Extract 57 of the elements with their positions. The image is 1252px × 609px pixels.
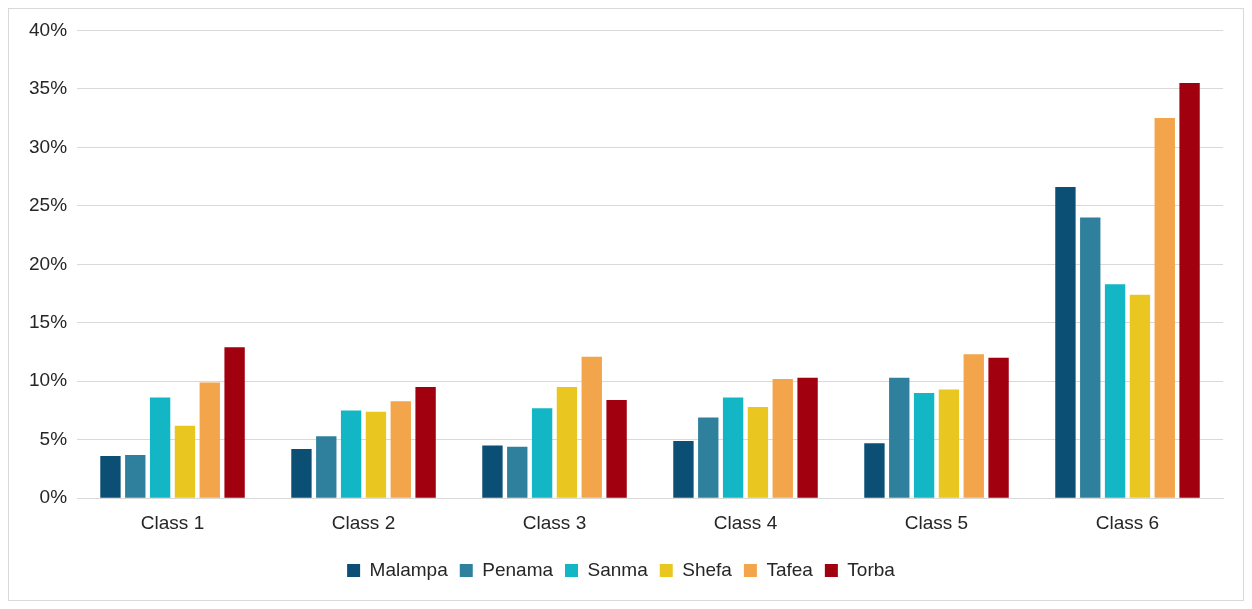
x-tick-label: Class 1 (140, 511, 205, 533)
bar (1129, 294, 1151, 498)
bar (174, 425, 196, 498)
legend-label: Tafea (766, 558, 814, 580)
bar (199, 382, 220, 498)
bar (316, 436, 337, 498)
bar (291, 449, 312, 498)
bar (581, 356, 602, 498)
legend-label: Penama (482, 558, 554, 580)
bar (673, 440, 694, 498)
x-tick-label: Class 6 (1095, 511, 1160, 533)
y-tick-label: 30% (29, 135, 68, 157)
bar (531, 408, 553, 498)
legend-label: Shefa (682, 558, 733, 580)
bar (913, 392, 935, 498)
bar (988, 357, 1009, 498)
y-tick-label: 5% (39, 427, 68, 449)
bar (1104, 284, 1126, 498)
bar (100, 456, 121, 498)
legend-label: Malampa (369, 558, 449, 580)
bar (963, 354, 984, 498)
bar (224, 347, 245, 498)
bar (797, 377, 818, 498)
legend-label: Torba (847, 558, 896, 580)
bar (507, 446, 528, 498)
bar (1154, 118, 1175, 498)
bar (864, 443, 885, 498)
x-tick-label: Class 3 (522, 511, 587, 533)
x-tick-label: Class 4 (713, 511, 778, 533)
y-tick-label: 40% (29, 18, 68, 40)
y-tick-label: 10% (29, 369, 68, 391)
y-tick-label: 35% (29, 77, 68, 99)
x-tick-label: Class 2 (331, 511, 396, 533)
bar (747, 406, 769, 498)
bar (1055, 187, 1076, 498)
y-tick-label: 15% (29, 311, 68, 333)
bar (340, 410, 362, 498)
y-tick-label: 25% (29, 194, 68, 216)
bar (889, 377, 910, 498)
bar (556, 387, 578, 498)
bar (365, 411, 387, 498)
bar (149, 397, 171, 498)
bar (1179, 83, 1200, 498)
bar (938, 389, 960, 498)
bar (1080, 217, 1101, 498)
bar (722, 397, 744, 498)
legend-label: Sanma (587, 558, 649, 580)
x-tick-label: Class 5 (904, 511, 969, 533)
bar (482, 445, 503, 498)
bar (390, 401, 411, 498)
bar (415, 387, 436, 498)
y-tick-label: 20% (29, 252, 68, 274)
bar (125, 454, 146, 498)
bar (772, 378, 793, 498)
bar (606, 399, 627, 498)
bar (698, 417, 719, 498)
y-tick-label: 0% (39, 486, 68, 508)
